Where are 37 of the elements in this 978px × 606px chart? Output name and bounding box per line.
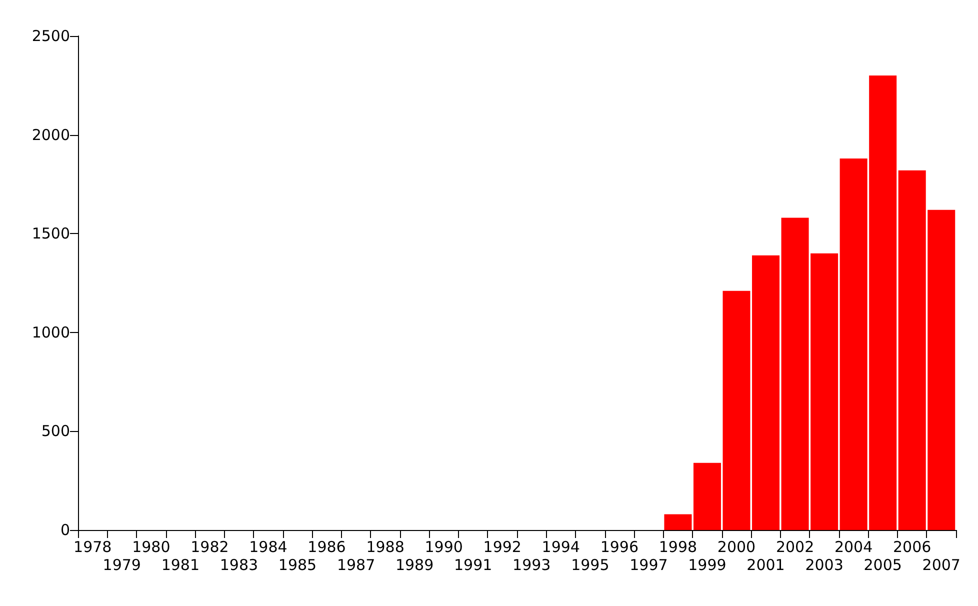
x-tick-label: 1978 — [74, 538, 112, 556]
bar — [664, 514, 692, 530]
x-tick-label: 1994 — [542, 538, 580, 556]
x-tick-label: 1979 — [102, 556, 141, 574]
y-tick-label: 500 — [41, 422, 70, 440]
x-tick-label: 1996 — [600, 538, 639, 556]
x-tick-label: 2004 — [834, 538, 873, 556]
x-tick-label: 1997 — [630, 556, 668, 574]
y-tick-label: 2500 — [32, 27, 70, 45]
x-tick-label: 1991 — [454, 556, 492, 574]
x-tick-label: 2003 — [805, 556, 844, 574]
x-tick-label: 1981 — [161, 556, 200, 574]
x-tick-label: 2002 — [776, 538, 814, 556]
x-tick-label: 1980 — [132, 538, 170, 556]
x-tick-label: 1985 — [278, 556, 317, 574]
x-tick-label: 1990 — [424, 538, 463, 556]
x-tick-label: 1993 — [512, 556, 551, 574]
y-tick-label: 1500 — [32, 224, 70, 243]
x-tick-label: 1982 — [190, 538, 229, 556]
x-tick-label: 1992 — [483, 538, 522, 556]
x-tick-label: 1998 — [658, 538, 698, 556]
x-tick-label: 2006 — [893, 538, 932, 556]
y-tick-label: 0 — [60, 521, 70, 539]
x-tick-label: 1986 — [308, 538, 346, 556]
x-tick-label: 2001 — [746, 556, 785, 574]
x-tick-label: 2000 — [717, 538, 756, 556]
y-tick-label: 2000 — [32, 126, 70, 144]
x-tick-label: 1983 — [220, 556, 258, 574]
x-tick-label: 2007 — [922, 556, 960, 574]
x-tick-label: 1999 — [688, 556, 726, 574]
x-tick-label: 1995 — [571, 556, 610, 574]
x-tick-label: 2005 — [864, 556, 902, 574]
x-tick-label: 1984 — [249, 538, 288, 556]
x-tick-label: 1988 — [366, 538, 404, 556]
x-tick-label: 1989 — [395, 556, 434, 574]
y-tick-label: 1000 — [32, 323, 70, 342]
x-tick-label: 1987 — [336, 556, 376, 574]
